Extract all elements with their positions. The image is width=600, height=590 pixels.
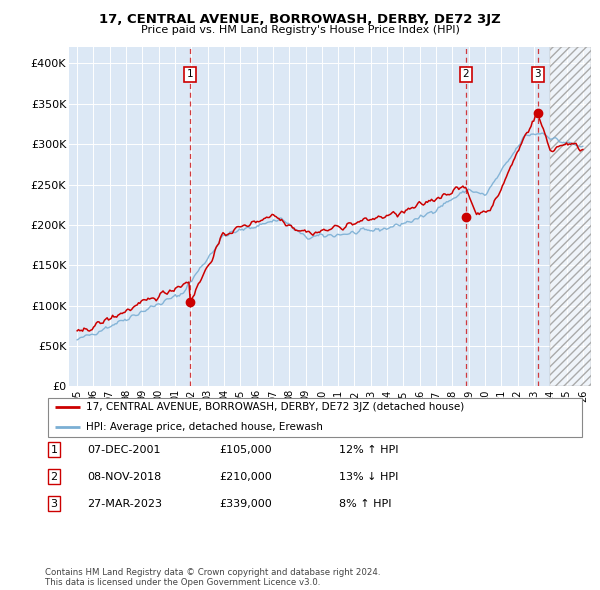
Text: 3: 3 [535,70,541,79]
Text: £210,000: £210,000 [219,472,272,481]
Text: 07-DEC-2001: 07-DEC-2001 [87,445,161,454]
Text: 17, CENTRAL AVENUE, BORROWASH, DERBY, DE72 3JZ: 17, CENTRAL AVENUE, BORROWASH, DERBY, DE… [99,13,501,26]
Text: 1: 1 [187,70,193,79]
Bar [550,47,591,386]
Text: 27-MAR-2023: 27-MAR-2023 [87,499,162,509]
Text: 3: 3 [50,499,58,509]
Text: 08-NOV-2018: 08-NOV-2018 [87,472,161,481]
FancyBboxPatch shape [48,398,582,437]
Text: Price paid vs. HM Land Registry's House Price Index (HPI): Price paid vs. HM Land Registry's House … [140,25,460,35]
Text: 2: 2 [50,472,58,481]
Text: HPI: Average price, detached house, Erewash: HPI: Average price, detached house, Erew… [86,422,322,432]
Text: £339,000: £339,000 [219,499,272,509]
Text: 8% ↑ HPI: 8% ↑ HPI [339,499,391,509]
Text: 1: 1 [50,445,58,454]
Text: £105,000: £105,000 [219,445,272,454]
Text: 17, CENTRAL AVENUE, BORROWASH, DERBY, DE72 3JZ (detached house): 17, CENTRAL AVENUE, BORROWASH, DERBY, DE… [86,402,464,412]
Text: 13% ↓ HPI: 13% ↓ HPI [339,472,398,481]
Text: Contains HM Land Registry data © Crown copyright and database right 2024.
This d: Contains HM Land Registry data © Crown c… [45,568,380,587]
Text: 2: 2 [463,70,469,79]
Text: 12% ↑ HPI: 12% ↑ HPI [339,445,398,454]
Bar [550,47,591,386]
